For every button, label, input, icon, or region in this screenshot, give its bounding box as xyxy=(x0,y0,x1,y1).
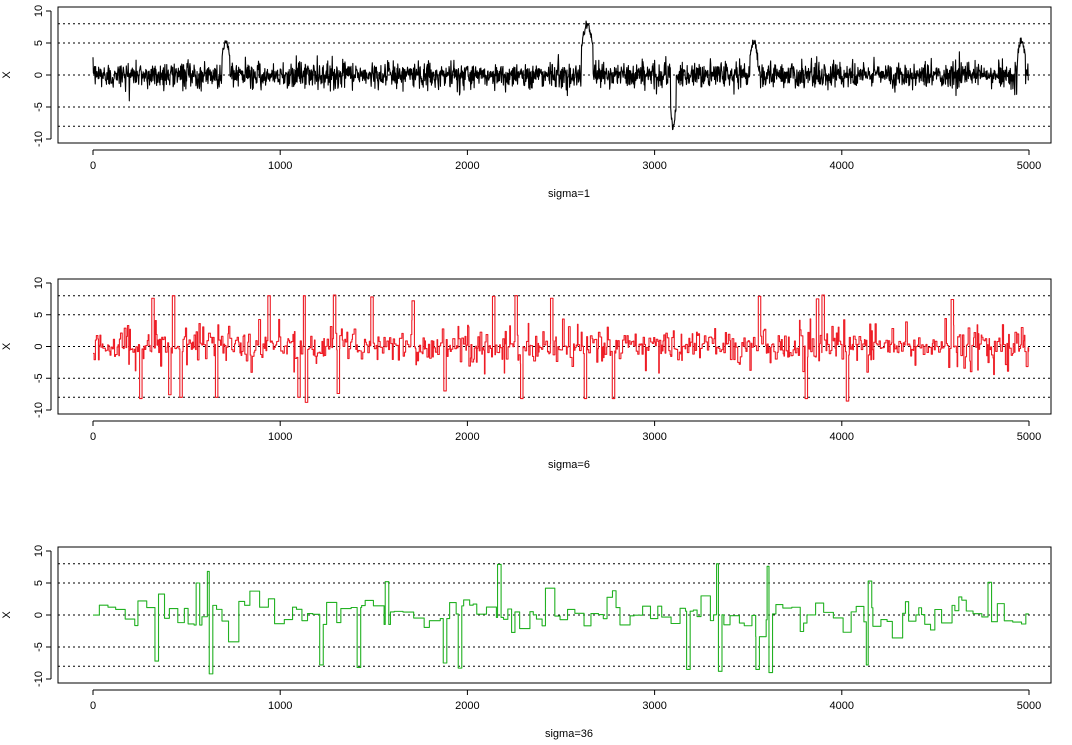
series-line xyxy=(93,294,1030,403)
y-tick-label: -5 xyxy=(33,373,45,383)
x-tick-label: 2000 xyxy=(455,431,479,443)
x-axis-title: sigma=6 xyxy=(548,459,590,471)
y-tick-label: 0 xyxy=(33,612,45,618)
x-tick-label: 3000 xyxy=(642,160,666,172)
plot-frame xyxy=(57,546,1052,684)
x-tick-label: 0 xyxy=(90,160,96,172)
x-tick-label: 5000 xyxy=(1017,431,1041,443)
x-tick-label: 3000 xyxy=(642,431,666,443)
series-line xyxy=(92,20,1030,131)
plot-frame xyxy=(57,6,1052,144)
y-tick-label: 5 xyxy=(33,580,45,586)
y-tick-label: -10 xyxy=(33,671,45,687)
y-tick-label: 10 xyxy=(33,545,45,557)
x-axis-title: sigma=1 xyxy=(548,188,590,200)
y-tick-label: -5 xyxy=(33,102,45,112)
x-tick-label: 3000 xyxy=(642,700,666,712)
y-axis-title: X xyxy=(1,611,13,619)
y-tick-label: 5 xyxy=(33,312,45,318)
y-tick-label: 0 xyxy=(33,72,45,78)
plot-frame xyxy=(57,278,1052,415)
x-tick-label: 2000 xyxy=(455,700,479,712)
x-tick-label: 0 xyxy=(90,700,96,712)
x-tick-label: 2000 xyxy=(455,160,479,172)
x-tick-label: 0 xyxy=(90,431,96,443)
y-axis-title: X xyxy=(1,71,13,79)
y-tick-label: -10 xyxy=(33,402,45,418)
y-tick-label: -10 xyxy=(33,131,45,147)
y-tick-label: 0 xyxy=(33,343,45,349)
y-tick-label: 10 xyxy=(33,277,45,289)
y-axis-title: X xyxy=(1,342,13,350)
x-axis-title: sigma=36 xyxy=(545,728,593,740)
x-tick-label: 5000 xyxy=(1017,160,1041,172)
y-tick-label: 10 xyxy=(33,5,45,17)
x-tick-label: 1000 xyxy=(268,700,292,712)
x-tick-label: 1000 xyxy=(268,431,292,443)
y-tick-label: -5 xyxy=(33,642,45,652)
x-tick-label: 4000 xyxy=(830,700,854,712)
x-tick-label: 5000 xyxy=(1017,700,1041,712)
series-line xyxy=(93,563,1029,675)
y-tick-label: 5 xyxy=(33,40,45,46)
x-tick-label: 4000 xyxy=(830,431,854,443)
x-tick-label: 1000 xyxy=(268,160,292,172)
x-tick-label: 4000 xyxy=(830,160,854,172)
